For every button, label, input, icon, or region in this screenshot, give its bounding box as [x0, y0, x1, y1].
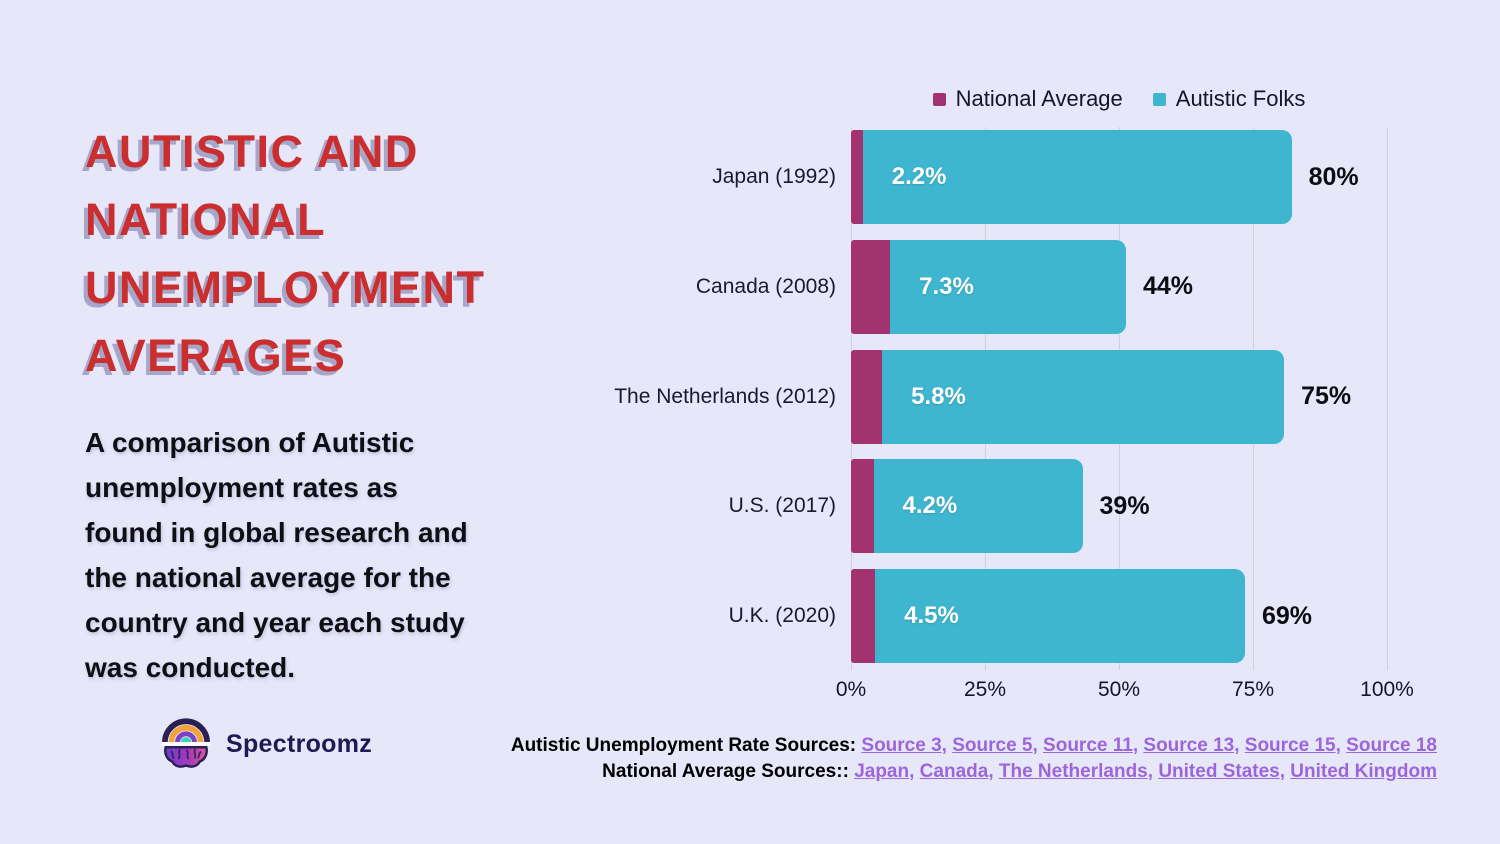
chart-x-axis: 0% 25% 50% 75% 100%: [836, 678, 1414, 708]
chart-rows: Japan (1992) 2.2% 80% Canada (2008) 7.3% 44% T…: [600, 130, 1460, 663]
brand: Spectroomz: [160, 718, 372, 770]
national-average-value-label: 5.8%: [911, 382, 966, 410]
bar-area: 7.3% 44%: [851, 239, 1387, 334]
page-description-line: unemployment rates as: [85, 472, 398, 503]
bar-area: 5.8% 75%: [851, 349, 1387, 444]
page-description-line: the national average for the: [85, 562, 451, 593]
bar-area: 4.5% 69%: [851, 569, 1387, 663]
source-link[interactable]: Source 3: [861, 735, 942, 756]
autistic-folks-bar: 2.2%: [862, 130, 1292, 224]
rainbow-brain-icon: [161, 718, 211, 768]
autistic-sources-line: Autistic Unemployment Rate Sources: Sour…: [510, 735, 1437, 756]
x-axis-tick: 50%: [1097, 678, 1141, 701]
autistic-folks-bar: 4.2%: [873, 459, 1083, 554]
chart-row: U.S. (2017) 4.2% 39%: [600, 459, 1460, 554]
page-description: A comparison of Autistic unemployment rat…: [85, 420, 468, 690]
x-axis-tick: 25%: [963, 678, 1007, 701]
source-link[interactable]: United States: [1158, 761, 1280, 782]
brand-name: Spectroomz: [226, 729, 373, 758]
page-title-line: AUTISTIC AND: [85, 126, 419, 177]
autistic-folks-value-label: 39%: [1099, 491, 1150, 520]
page-description-line: was conducted.: [85, 652, 296, 683]
national-average-bar: [851, 569, 876, 663]
source-link[interactable]: Source 11: [1043, 735, 1133, 756]
legend-label: National Average: [955, 86, 1123, 111]
page-title: AUTISTIC AND NATIONAL UNEMPLOYMENT AVERAGES: [85, 118, 486, 390]
national-average-value-label: 7.3%: [919, 272, 974, 300]
national-average-bar: [851, 239, 891, 334]
autistic-folks-value-label: 44%: [1142, 272, 1193, 301]
x-axis-tick: 0%: [835, 678, 867, 701]
x-axis-tick: 75%: [1231, 678, 1275, 701]
autistic-folks-value-label: 75%: [1301, 382, 1352, 410]
x-axis-tick: 100%: [1360, 678, 1414, 701]
autistic-folks-bar: 7.3%: [890, 239, 1126, 334]
bar-area: 4.2% 39%: [851, 459, 1387, 554]
bar-area: 2.2% 80%: [851, 130, 1387, 224]
page-description-line: found in global research and: [85, 517, 468, 548]
category-label: U.K. (2020): [728, 604, 836, 627]
source-link[interactable]: Source 13: [1143, 735, 1235, 756]
page-title-line: NATIONAL: [85, 194, 327, 245]
national-average-bar: [851, 130, 863, 224]
unemployment-bar-chart: National Average Autistic Folks Japan (1…: [600, 86, 1460, 701]
autistic-folks-swatch-icon: [1152, 92, 1166, 106]
national-average-swatch-icon: [932, 92, 946, 106]
chart-row: U.K. (2020) 4.5% 69%: [600, 569, 1460, 663]
autistic-folks-bar: 4.5%: [875, 569, 1245, 663]
national-average-value-label: 4.2%: [902, 492, 958, 520]
autistic-folks-value-label: 80%: [1308, 162, 1359, 191]
chart-legend: National Average Autistic Folks: [851, 86, 1387, 112]
legend-item-autistic-folks: Autistic Folks: [1152, 86, 1306, 112]
source-link[interactable]: Source 5: [952, 735, 1033, 756]
gridline: [1387, 127, 1388, 670]
legend-label: Autistic Folks: [1175, 86, 1306, 111]
source-link[interactable]: The Netherlands: [998, 761, 1148, 782]
autistic-sources-label: Autistic Unemployment Rate Sources:: [510, 735, 857, 756]
national-average-bar: [851, 349, 883, 444]
chart-row: Japan (1992) 2.2% 80%: [600, 130, 1460, 224]
source-link[interactable]: Japan: [854, 761, 910, 782]
source-link[interactable]: Canada: [919, 761, 989, 782]
sources-block: Autistic Unemployment Rate Sources: Sour…: [511, 733, 1437, 785]
page-description-line: A comparison of Autistic: [85, 427, 415, 458]
source-link[interactable]: United Kingdom: [1290, 761, 1437, 782]
page-title-line: UNEMPLOYMENT: [85, 262, 486, 313]
page-description-line: country and year each study: [85, 607, 465, 638]
category-label: U.S. (2017): [728, 494, 836, 518]
national-average-value-label: 4.5%: [904, 602, 959, 629]
national-sources-label: National Average Sources::: [602, 761, 849, 782]
national-average-value-label: 2.2%: [891, 163, 947, 190]
autistic-folks-value-label: 69%: [1261, 601, 1312, 630]
source-link[interactable]: Source 15: [1244, 735, 1336, 756]
chart-row: The Netherlands (2012) 5.8% 75%: [600, 349, 1460, 444]
national-sources-line: National Average Sources:: Japan, Canada…: [602, 761, 1437, 782]
national-average-bar: [851, 459, 874, 554]
page-title-line: AVERAGES: [85, 330, 347, 381]
chart-row: Canada (2008) 7.3% 44%: [600, 239, 1460, 334]
legend-item-national-average: National Average: [932, 86, 1123, 112]
category-label: Canada (2008): [695, 274, 836, 298]
autistic-folks-bar: 5.8%: [882, 349, 1285, 444]
source-link[interactable]: Source 18: [1346, 735, 1437, 756]
category-label: Japan (1992): [712, 165, 836, 188]
category-label: The Netherlands (2012): [614, 384, 836, 408]
